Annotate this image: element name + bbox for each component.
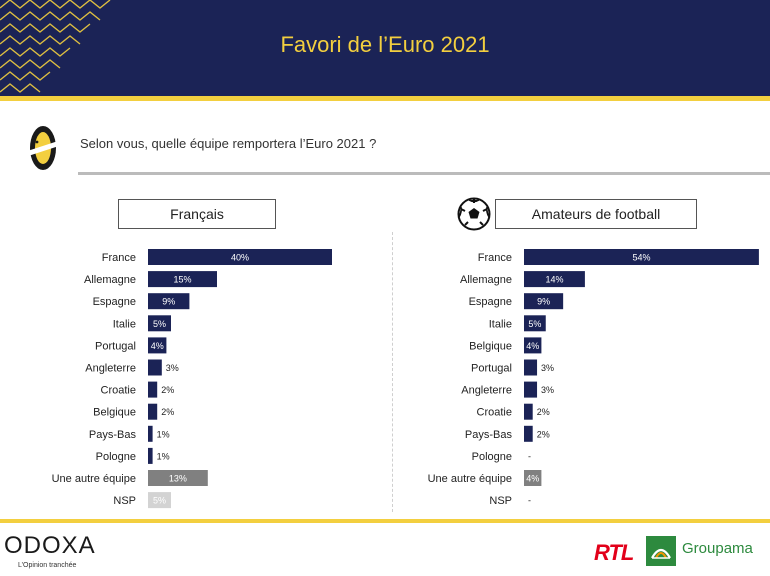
category-label: Pays-Bas xyxy=(89,429,137,441)
data-label: - xyxy=(528,451,531,461)
category-label: NSP xyxy=(113,495,136,507)
bar xyxy=(148,381,158,398)
footer-divider xyxy=(0,519,770,523)
data-label: 14% xyxy=(545,275,563,285)
data-label: 4% xyxy=(526,474,539,484)
bar xyxy=(524,470,542,486)
bar xyxy=(524,249,759,265)
bar xyxy=(148,249,332,265)
page-title: Favori de l’Euro 2021 xyxy=(280,32,490,57)
bar xyxy=(524,337,542,354)
header-divider xyxy=(0,96,770,101)
survey-question: Selon vous, quelle équipe remportera l’E… xyxy=(80,136,377,151)
bar xyxy=(148,470,208,486)
question-underline xyxy=(78,172,770,175)
bar xyxy=(524,403,533,420)
groupama-logo-icon xyxy=(646,536,676,566)
category-label: Pologne xyxy=(96,451,136,463)
data-label: 2% xyxy=(161,385,174,395)
category-label: Pologne xyxy=(472,451,512,463)
category-label: Italie xyxy=(113,318,136,330)
bar xyxy=(524,293,564,310)
category-label: Allemagne xyxy=(460,274,512,286)
data-label: 9% xyxy=(162,297,175,307)
category-label: Angleterre xyxy=(461,385,512,397)
euro-coin-icon xyxy=(20,126,66,170)
category-label: Pays-Bas xyxy=(465,429,513,441)
category-label: Croatie xyxy=(477,407,512,419)
category-label: Une autre équipe xyxy=(52,473,136,485)
data-label: 1% xyxy=(157,451,170,461)
data-label: 4% xyxy=(526,341,539,351)
category-label: France xyxy=(478,252,512,264)
data-label: 2% xyxy=(537,429,550,439)
groupama-logo: Groupama xyxy=(682,540,753,557)
category-label: Croatie xyxy=(101,385,136,397)
bar xyxy=(524,315,546,332)
category-label: Allemagne xyxy=(84,274,136,286)
chart-francais: France 40% Allemagne 15% Espagne 9% Italie 5% Po… xyxy=(52,249,332,509)
data-label: 54% xyxy=(632,253,650,263)
category-label: Espagne xyxy=(93,296,136,308)
chart-amateurs: France 54% Allemagne 14% Espagne 9% Italie 5% Be… xyxy=(428,249,759,507)
category-label: Italie xyxy=(489,318,512,330)
data-label: 40% xyxy=(231,253,249,263)
bar xyxy=(148,447,153,464)
data-label: 3% xyxy=(541,385,554,395)
bar xyxy=(148,293,190,310)
category-label: Portugal xyxy=(471,363,512,375)
bar xyxy=(148,403,158,420)
category-label: Une autre équipe xyxy=(428,473,512,485)
bar xyxy=(148,271,217,288)
bar xyxy=(148,337,167,354)
category-label: Portugal xyxy=(95,340,136,352)
bar xyxy=(148,315,171,332)
category-label: Belgique xyxy=(469,340,512,352)
header-banner: Favori de l’Euro 2021 xyxy=(0,0,770,96)
data-label: 5% xyxy=(153,496,166,506)
category-label: Angleterre xyxy=(85,363,136,375)
panel-title-francais: Français xyxy=(118,199,276,229)
odoxa-tagline: L’Opinion tranchée xyxy=(18,562,77,569)
data-label: 4% xyxy=(151,341,164,351)
bar xyxy=(524,381,538,398)
data-label: 13% xyxy=(169,474,187,484)
data-label: 2% xyxy=(161,407,174,417)
bar xyxy=(148,359,162,376)
category-label: Belgique xyxy=(93,407,136,419)
data-label: 9% xyxy=(537,297,550,307)
bar xyxy=(148,492,171,509)
bar xyxy=(524,425,533,442)
bar xyxy=(524,359,538,376)
panel-title-amateurs: Amateurs de football xyxy=(495,199,697,229)
data-label: 5% xyxy=(528,319,541,329)
data-label: - xyxy=(528,496,531,506)
football-icon xyxy=(457,197,491,231)
category-label: NSP xyxy=(489,495,512,507)
odoxa-logo: ODOXA xyxy=(4,532,96,559)
data-label: 15% xyxy=(173,275,191,285)
category-label: France xyxy=(102,252,136,264)
category-label: Espagne xyxy=(469,296,512,308)
data-label: 1% xyxy=(157,429,170,439)
bar xyxy=(524,271,585,288)
rtl-logo: RTL xyxy=(594,540,634,565)
panel-divider xyxy=(392,232,393,512)
data-label: 2% xyxy=(537,407,550,417)
data-label: 3% xyxy=(541,363,554,373)
data-label: 3% xyxy=(166,363,179,373)
chevron-pattern-decoration xyxy=(0,0,111,93)
data-label: 5% xyxy=(153,319,166,329)
bar xyxy=(148,425,153,442)
